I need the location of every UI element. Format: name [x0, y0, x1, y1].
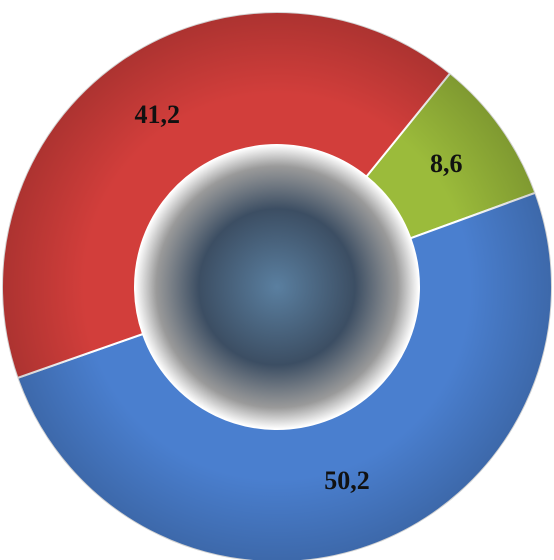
center-image	[135, 145, 419, 429]
data-label: 8,6	[430, 149, 463, 178]
chart: 8,6 50,2 41,2	[0, 0, 554, 560]
data-label: 50,2	[324, 466, 370, 495]
data-label: 41,2	[134, 100, 180, 129]
